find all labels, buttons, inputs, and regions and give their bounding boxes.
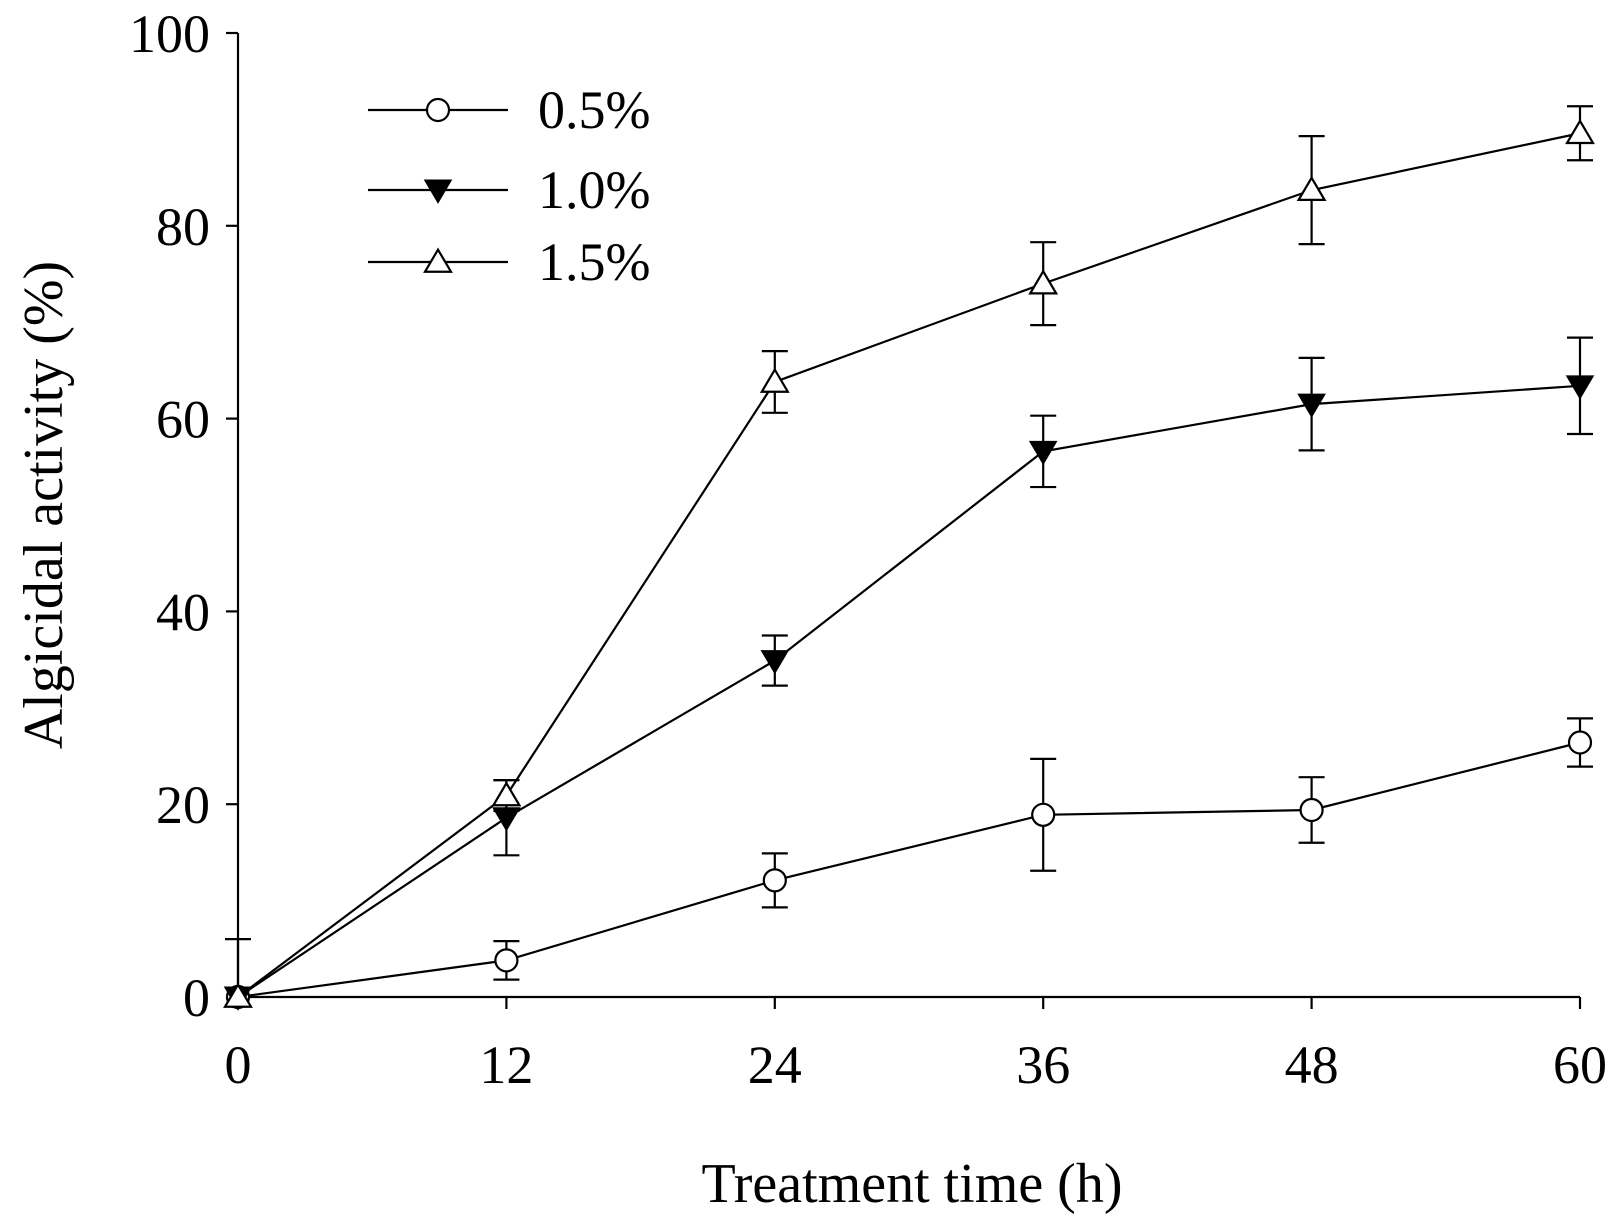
x-tick-label: 12 (479, 1035, 533, 1095)
data-point (492, 807, 521, 832)
data-point (494, 948, 519, 973)
data-point (762, 868, 787, 893)
data-point (1028, 269, 1059, 295)
legend-label: 1.5% (538, 232, 650, 292)
data-point (223, 982, 253, 1008)
data-point (1565, 118, 1595, 145)
legend-label: 0.5% (538, 80, 650, 140)
data-point (759, 367, 790, 393)
series-line (237, 384, 1581, 998)
data-point (1297, 393, 1326, 418)
axes (236, 33, 1580, 999)
data-point (1299, 797, 1324, 823)
series-lines (237, 132, 1581, 999)
data-point (760, 650, 790, 675)
data-point (1028, 440, 1058, 466)
series-markers (223, 118, 1595, 1011)
legend-marker (423, 179, 453, 204)
legend-marker (423, 247, 453, 273)
ticks: 0 20 40 60 80 100 0 12 24 36 48 60 (129, 4, 1607, 1095)
x-tick-label: 48 (1285, 1035, 1339, 1095)
series-line (237, 741, 1581, 999)
data-point (1031, 802, 1056, 827)
x-axis-title: Treatment time (h) (702, 1153, 1123, 1215)
y-tick-label: 80 (156, 197, 210, 257)
data-point (1565, 375, 1595, 400)
data-point (1296, 175, 1327, 201)
legend-label: 1.0% (538, 160, 650, 220)
series-line (237, 132, 1581, 998)
x-tick-label: 24 (748, 1035, 802, 1095)
y-tick-label: 40 (156, 582, 210, 642)
y-tick-label: 0 (183, 968, 210, 1028)
error-bars (225, 105, 1593, 997)
legend-marker (425, 97, 451, 123)
data-point (491, 781, 522, 807)
data-point (1567, 730, 1593, 755)
y-tick-label: 20 (156, 775, 210, 835)
legend: 0.5% 1.0% 1.5% (368, 80, 650, 292)
x-tick-label: 0 (225, 1035, 252, 1095)
y-tick-label: 100 (129, 4, 210, 64)
x-tick-label: 60 (1553, 1035, 1607, 1095)
y-axis-title: Algicidal activity (%) (13, 261, 75, 749)
x-tick-label: 36 (1016, 1035, 1070, 1095)
y-tick-label: 60 (156, 390, 210, 450)
